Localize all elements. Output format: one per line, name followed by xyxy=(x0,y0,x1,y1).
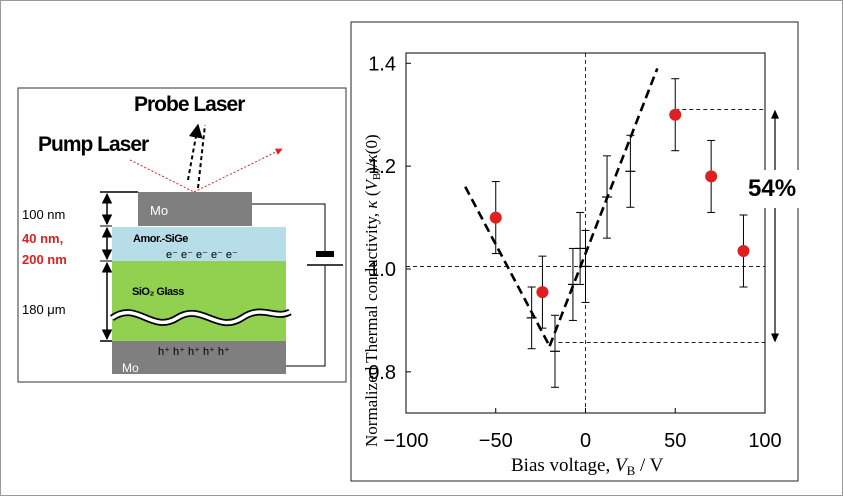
data-point-circle xyxy=(705,170,717,182)
data-point-circle xyxy=(490,212,502,224)
mo-bottom-label: Mo xyxy=(122,361,139,375)
y-axis-label: Normalized Thermal conductivity, κ (VB)/… xyxy=(362,134,383,447)
data-point-circle xyxy=(669,109,681,121)
x-tick-label: −50 xyxy=(479,430,513,452)
glass-layer xyxy=(112,261,286,341)
x-tick-label: 50 xyxy=(664,430,686,452)
device-schematic: Probe Laser Pump Laser Mo Amor.-SiGe e⁻ … xyxy=(0,0,350,400)
data-point-circle xyxy=(737,245,749,257)
annotation-54-percent: 54% xyxy=(748,175,796,202)
x-tick-label: −100 xyxy=(383,430,428,452)
thermal-conductivity-chart: −100−500501000.81.01.21.4 54% Bias volta… xyxy=(345,15,843,496)
battery-negative xyxy=(316,251,334,257)
pump-laser-label: Pump Laser xyxy=(38,133,149,156)
holes-label: h⁺ h⁺ h⁺ h⁺ h⁺ xyxy=(158,346,230,358)
sige-thickness-label-a: 40 nm, xyxy=(22,231,63,246)
sige-label: Amor.-SiGe xyxy=(133,233,188,245)
sige-thickness-label-b: 200 nm xyxy=(22,252,67,267)
x-tick-label: 100 xyxy=(748,430,781,452)
mo-thickness-label: 100 nm xyxy=(22,207,65,222)
y-tick-label: 1.4 xyxy=(368,53,396,75)
x-axis-label: Bias voltage, VB / V xyxy=(511,455,664,478)
mo-top-label: Mo xyxy=(150,203,168,218)
glass-label: SiO₂ Glass xyxy=(132,286,184,298)
electrons-label: e⁻ e⁻ e⁻ e⁻ e⁻ xyxy=(166,249,238,261)
glass-thickness-label: 180 μm xyxy=(22,302,66,317)
chart-frame xyxy=(351,22,798,481)
data-point-circle xyxy=(536,286,548,298)
x-tick-label: 0 xyxy=(580,430,591,452)
probe-laser-label: Probe Laser xyxy=(134,93,245,116)
